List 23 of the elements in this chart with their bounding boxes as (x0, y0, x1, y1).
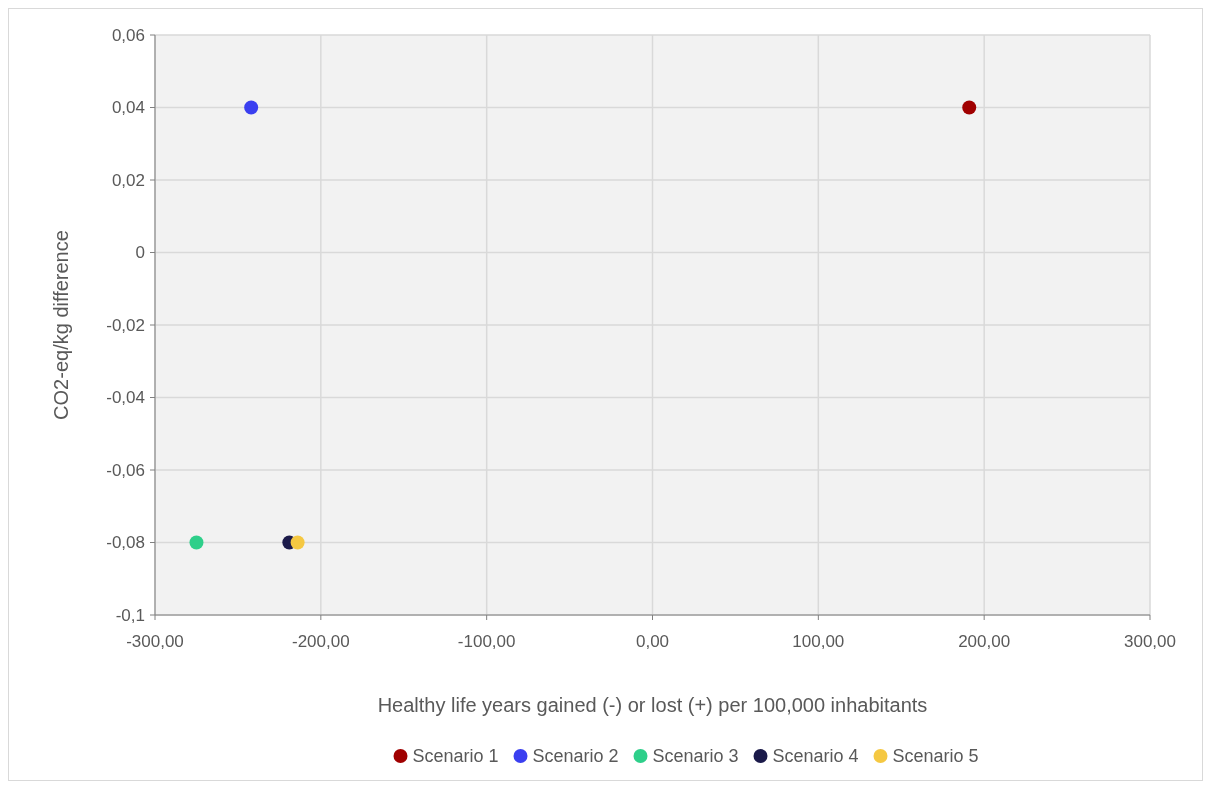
x-tick-label: -100,00 (457, 632, 516, 651)
y-tick-label: -0,08 (106, 533, 145, 553)
x-axis-title: Healthy life years gained (-) or lost (+) per 100,000 inhabitants (377, 694, 928, 716)
x-tick-label: 300,00 (1124, 632, 1176, 651)
y-tick-label: -0,04 (106, 388, 145, 408)
y-tick-label: 0,06 (111, 25, 145, 45)
y-tick-label: 0,04 (111, 98, 145, 118)
x-tick-label: -300,00 (126, 632, 184, 651)
legend-label: Scenario 4 (772, 746, 859, 767)
y-tick-label: -0,06 (106, 460, 145, 480)
y-tick-label: 0 (135, 243, 145, 263)
legend-label: Scenario 3 (652, 746, 739, 767)
x-tick-label: 0,00 (635, 632, 670, 651)
y-axis-title: CO2-eq/kg difference (50, 230, 72, 420)
legend-label: Scenario 5 (892, 746, 979, 767)
legend-label: Scenario 1 (412, 746, 499, 767)
x-tick-label: -200,00 (292, 632, 350, 651)
x-tick-label: 200,00 (958, 632, 1011, 651)
legend-label: Scenario 2 (532, 746, 619, 767)
y-tick-label: -0,02 (106, 315, 145, 335)
y-tick-label: 0,02 (111, 170, 145, 190)
x-tick-label: 100,00 (792, 632, 845, 651)
y-tick-label: -0,1 (115, 605, 145, 625)
